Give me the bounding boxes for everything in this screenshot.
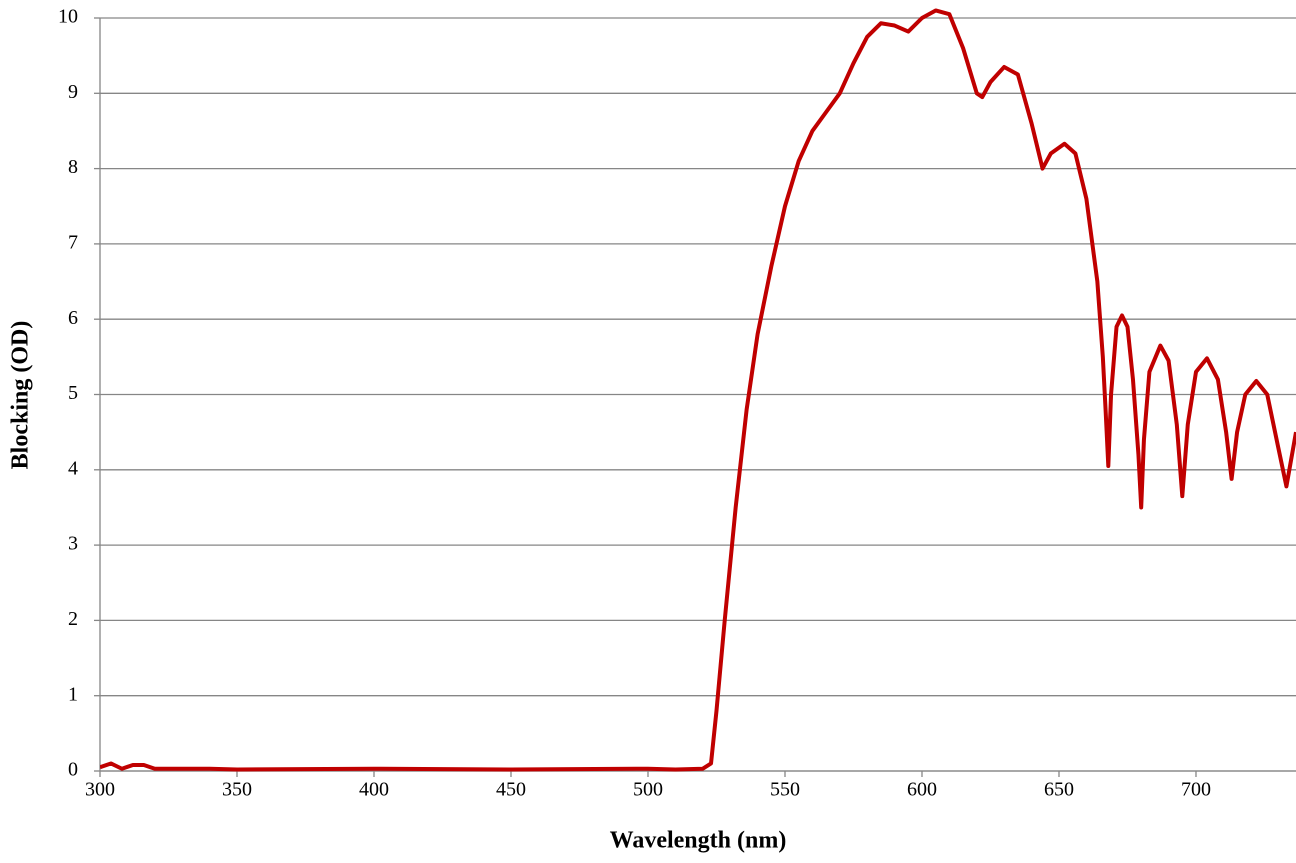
y-axis-title: Blocking (OD) (8, 321, 34, 470)
x-axis-title: Wavelength (nm) (610, 828, 787, 854)
y-tick-label: 5 (68, 382, 78, 404)
y-tick-label: 10 (58, 6, 78, 28)
x-tick-label: 400 (359, 779, 389, 801)
x-tick-label: 650 (1044, 779, 1074, 801)
x-tick-label: 450 (496, 779, 526, 801)
x-tick-label: 600 (907, 779, 937, 801)
y-tick-label: 8 (68, 156, 78, 178)
x-tick-label: 300 (85, 779, 115, 801)
y-tick-label: 7 (68, 231, 78, 253)
x-tick-label: 350 (222, 779, 252, 801)
x-tick-label: 550 (770, 779, 800, 801)
y-tick-label: 2 (68, 608, 78, 630)
data-line (100, 8, 1296, 772)
x-tick-label: 500 (633, 779, 663, 801)
y-tick-label: 9 (68, 81, 78, 103)
x-tick-label: 700 (1181, 779, 1211, 801)
y-tick-label: 0 (68, 759, 78, 781)
y-tick-label: 4 (68, 457, 78, 479)
y-tick-label: 6 (68, 307, 78, 329)
y-tick-label: 1 (68, 683, 78, 705)
y-tick-label: 3 (68, 533, 78, 555)
